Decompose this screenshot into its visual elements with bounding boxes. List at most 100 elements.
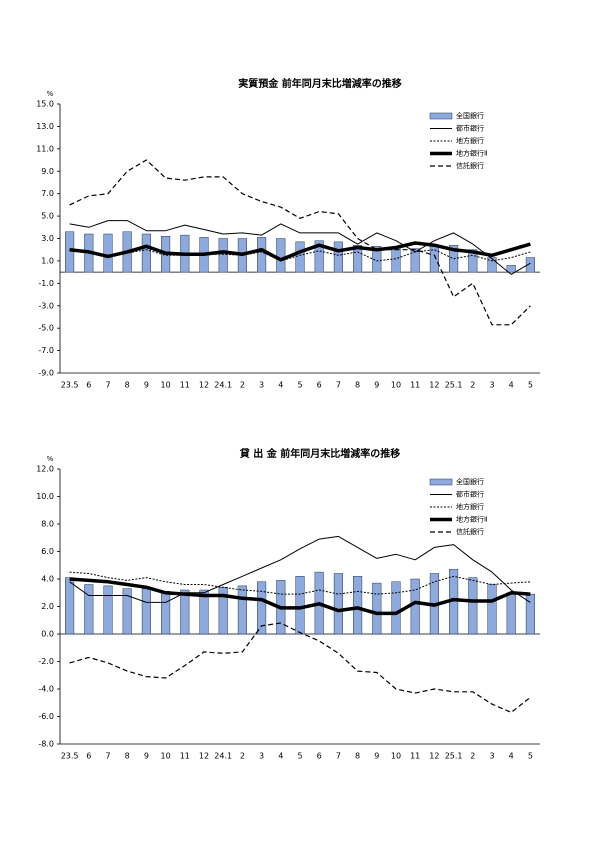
bar bbox=[84, 584, 94, 635]
y-tick-label: 7.0 bbox=[41, 189, 54, 198]
legend-label: 全国銀行 bbox=[456, 111, 484, 120]
y-tick-label: -1.0 bbox=[38, 279, 54, 288]
bar bbox=[161, 591, 171, 635]
legend-label: 地方銀行Ⅱ bbox=[456, 149, 487, 158]
bar bbox=[353, 576, 363, 635]
bar bbox=[525, 593, 535, 635]
x-tick-label: 7 bbox=[336, 752, 341, 761]
legend-swatch bbox=[429, 478, 453, 486]
y-tick-label: 1.0 bbox=[41, 256, 54, 265]
x-tick-label: 7 bbox=[105, 381, 110, 390]
x-tick-label: 3 bbox=[489, 752, 494, 761]
x-tick-label: 12 bbox=[429, 381, 439, 390]
legend-swatch bbox=[429, 112, 453, 120]
bar bbox=[295, 241, 305, 273]
bar bbox=[333, 241, 343, 273]
x-tick-label: 5 bbox=[528, 381, 533, 390]
x-tick-label: 8 bbox=[355, 752, 360, 761]
y-tick-label: -6.0 bbox=[38, 712, 54, 721]
y-tick-label: 6.0 bbox=[41, 547, 54, 556]
y-tick-label: 11.0 bbox=[36, 144, 54, 153]
bar bbox=[218, 238, 228, 273]
y-tick-label: 12.0 bbox=[36, 465, 54, 474]
x-tick-label: 10 bbox=[391, 381, 401, 390]
x-tick-label: 24.1 bbox=[214, 381, 232, 390]
x-tick-label: 10 bbox=[391, 752, 401, 761]
y-tick-label: -7.0 bbox=[38, 346, 54, 355]
x-tick-label: 6 bbox=[86, 752, 91, 761]
x-tick-label: 12 bbox=[199, 381, 209, 390]
x-tick-label: 6 bbox=[317, 752, 322, 761]
legend-label: 都市銀行 bbox=[456, 490, 484, 499]
x-tick-label: 6 bbox=[317, 381, 322, 390]
line-series bbox=[69, 571, 531, 595]
y-tick-label: 10.0 bbox=[36, 492, 54, 501]
bar bbox=[257, 237, 267, 273]
x-tick-label: 2 bbox=[240, 752, 245, 761]
bar bbox=[65, 231, 75, 273]
line-series bbox=[69, 577, 531, 616]
x-tick-label: 6 bbox=[86, 381, 91, 390]
bar bbox=[103, 585, 113, 635]
bar bbox=[141, 588, 151, 635]
bar bbox=[353, 244, 363, 273]
x-tick-label: 9 bbox=[374, 752, 379, 761]
bar bbox=[122, 588, 132, 635]
bar bbox=[410, 578, 420, 635]
y-unit: % bbox=[47, 455, 54, 463]
legend-label: 地方銀行 bbox=[456, 502, 484, 511]
y-tick-label: -4.0 bbox=[38, 685, 54, 694]
bar bbox=[180, 589, 190, 635]
bar bbox=[391, 247, 401, 273]
y-tick-label: -5.0 bbox=[38, 324, 54, 333]
x-tick-label: 4 bbox=[509, 381, 514, 390]
legend-label: 都市銀行 bbox=[456, 124, 484, 133]
chart-title: 実質預金 前年同月末比増減率の推移 bbox=[238, 77, 401, 90]
bar bbox=[237, 585, 247, 635]
legend-label: 全国銀行 bbox=[456, 477, 484, 486]
x-tick-label: 10 bbox=[161, 381, 171, 390]
y-tick-label: -8.0 bbox=[38, 740, 54, 749]
x-tick-label: 11 bbox=[410, 381, 420, 390]
x-tick-label: 23.5 bbox=[61, 752, 79, 761]
line-series bbox=[69, 220, 531, 275]
legend-label: 信託銀行 bbox=[456, 527, 484, 536]
x-tick-label: 3 bbox=[259, 752, 264, 761]
x-tick-label: 9 bbox=[144, 752, 149, 761]
y-tick-label: 9.0 bbox=[41, 167, 54, 176]
y-tick-label: 0.0 bbox=[41, 630, 54, 639]
bar bbox=[333, 573, 343, 635]
bar bbox=[314, 240, 324, 273]
x-tick-label: 8 bbox=[125, 381, 130, 390]
line-series bbox=[69, 241, 531, 262]
line-series bbox=[69, 159, 531, 326]
x-tick-label: 4 bbox=[509, 752, 514, 761]
x-tick-label: 4 bbox=[278, 381, 283, 390]
x-tick-label: 12 bbox=[429, 752, 439, 761]
x-tick-label: 5 bbox=[297, 752, 302, 761]
bar bbox=[525, 257, 535, 273]
line-series bbox=[69, 535, 531, 603]
x-tick-label: 9 bbox=[374, 381, 379, 390]
bar bbox=[295, 576, 305, 635]
x-tick-label: 12 bbox=[199, 752, 209, 761]
x-tick-label: 3 bbox=[489, 381, 494, 390]
x-tick-label: 11 bbox=[180, 381, 190, 390]
bar bbox=[410, 248, 420, 273]
x-tick-label: 2 bbox=[470, 752, 475, 761]
bar bbox=[257, 581, 267, 635]
x-tick-label: 10 bbox=[161, 752, 171, 761]
y-tick-label: -3.0 bbox=[38, 301, 54, 310]
y-tick-label: -2.0 bbox=[38, 657, 54, 666]
y-tick-label: 2.0 bbox=[41, 602, 54, 611]
x-tick-label: 5 bbox=[297, 381, 302, 390]
bar bbox=[487, 257, 497, 273]
y-tick-label: 8.0 bbox=[41, 520, 54, 529]
x-tick-label: 25.1 bbox=[445, 381, 463, 390]
y-tick-label: 15.0 bbox=[36, 100, 54, 109]
bar bbox=[372, 246, 382, 273]
bar bbox=[487, 584, 497, 635]
bar bbox=[468, 577, 478, 635]
x-tick-label: 23.5 bbox=[61, 381, 79, 390]
